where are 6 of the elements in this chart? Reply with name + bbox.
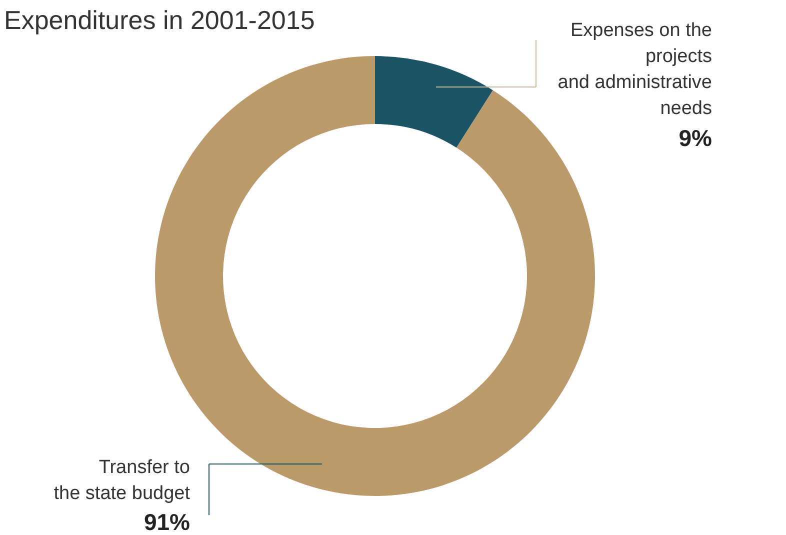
slice-label: Transfer to the state budget <box>54 457 191 504</box>
data-label: 91% <box>144 509 190 535</box>
slice-label: Expenses on the projects and administrative needs <box>558 20 712 119</box>
donut-slice <box>375 56 493 148</box>
chart-title: Expenditures in 2001-2015 <box>4 5 315 35</box>
data-label: 9% <box>678 125 712 151</box>
